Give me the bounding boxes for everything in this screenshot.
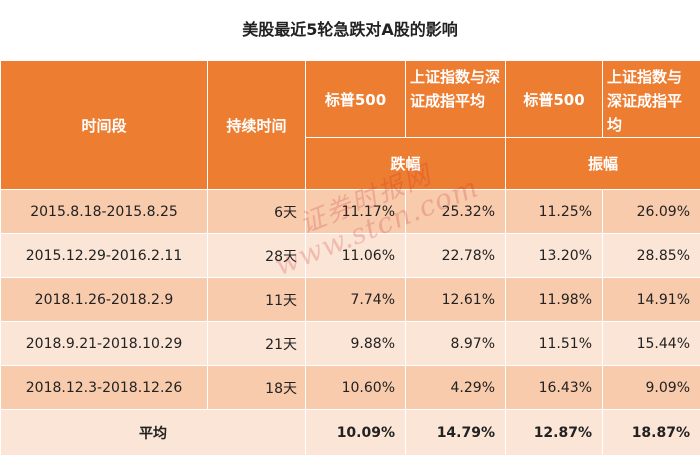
header-sp500-drop: 标普500 [306, 61, 406, 138]
header-period: 时间段 [1, 61, 208, 190]
cell-duration: 11天 [208, 278, 306, 322]
header-ashare-amplitude: 上证指数与深证成指平均 [603, 61, 700, 138]
group-amplitude: 振幅 [506, 138, 700, 190]
table-row: 2015.12.29-2016.2.11 28天 11.06% 22.78% 1… [1, 234, 700, 278]
cell-duration: 18天 [208, 366, 306, 410]
cell-period: 2018.1.26-2018.2.9 [1, 278, 208, 322]
cell-period: 2018.9.21-2018.10.29 [1, 322, 208, 366]
average-sp500-amplitude: 12.87% [506, 410, 603, 456]
cell-duration: 6天 [208, 190, 306, 234]
impact-table: 时间段 持续时间 标普500 上证指数与深证成指平均 标普500 上证指数与深证… [0, 60, 700, 456]
cell-ashare-amplitude: 14.91% [603, 278, 700, 322]
header-row: 时间段 持续时间 标普500 上证指数与深证成指平均 标普500 上证指数与深证… [1, 61, 700, 138]
table-row: 2018.1.26-2018.2.9 11天 7.74% 12.61% 11.9… [1, 278, 700, 322]
cell-period: 2015.8.18-2015.8.25 [1, 190, 208, 234]
cell-sp500-amplitude: 11.98% [506, 278, 603, 322]
average-sp500-drop: 10.09% [306, 410, 406, 456]
cell-period: 2018.12.3-2018.12.26 [1, 366, 208, 410]
cell-period: 2015.12.29-2016.2.11 [1, 234, 208, 278]
cell-sp500-drop: 11.06% [306, 234, 406, 278]
cell-sp500-drop: 7.74% [306, 278, 406, 322]
cell-ashare-amplitude: 15.44% [603, 322, 700, 366]
cell-duration: 21天 [208, 322, 306, 366]
cell-sp500-amplitude: 11.51% [506, 322, 603, 366]
average-row: 平均 10.09% 14.79% 12.87% 18.87% [1, 410, 700, 456]
cell-sp500-amplitude: 13.20% [506, 234, 603, 278]
cell-sp500-amplitude: 16.43% [506, 366, 603, 410]
cell-sp500-amplitude: 11.25% [506, 190, 603, 234]
average-ashare-drop: 14.79% [406, 410, 506, 456]
cell-ashare-drop: 12.61% [406, 278, 506, 322]
header-sp500-amplitude: 标普500 [506, 61, 603, 138]
table-row: 2015.8.18-2015.8.25 6天 11.17% 25.32% 11.… [1, 190, 700, 234]
cell-ashare-drop: 25.32% [406, 190, 506, 234]
cell-sp500-drop: 11.17% [306, 190, 406, 234]
cell-ashare-amplitude: 26.09% [603, 190, 700, 234]
header-ashare-drop: 上证指数与深证成指平均 [406, 61, 506, 138]
table-row: 2018.12.3-2018.12.26 18天 10.60% 4.29% 16… [1, 366, 700, 410]
page-title: 美股最近5轮急跌对A股的影响 [0, 18, 700, 42]
table-row: 2018.9.21-2018.10.29 21天 9.88% 8.97% 11.… [1, 322, 700, 366]
cell-ashare-drop: 4.29% [406, 366, 506, 410]
cell-duration: 28天 [208, 234, 306, 278]
cell-ashare-drop: 8.97% [406, 322, 506, 366]
cell-ashare-drop: 22.78% [406, 234, 506, 278]
average-ashare-amplitude: 18.87% [603, 410, 700, 456]
group-drop: 跌幅 [306, 138, 506, 190]
cell-ashare-amplitude: 28.85% [603, 234, 700, 278]
cell-sp500-drop: 9.88% [306, 322, 406, 366]
header-duration: 持续时间 [208, 61, 306, 190]
cell-ashare-amplitude: 9.09% [603, 366, 700, 410]
average-label: 平均 [1, 410, 306, 456]
cell-sp500-drop: 10.60% [306, 366, 406, 410]
